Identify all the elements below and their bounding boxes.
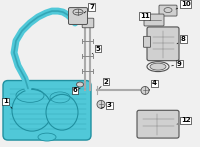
Ellipse shape (12, 90, 52, 131)
Ellipse shape (76, 82, 84, 87)
FancyBboxPatch shape (82, 18, 94, 28)
Ellipse shape (164, 8, 172, 12)
Text: 2: 2 (99, 78, 109, 88)
Text: 12: 12 (177, 117, 191, 124)
Text: 9: 9 (172, 61, 182, 67)
Circle shape (141, 86, 149, 94)
Text: 1: 1 (3, 98, 12, 108)
FancyBboxPatch shape (137, 110, 179, 138)
Text: 10: 10 (176, 1, 191, 9)
FancyBboxPatch shape (147, 27, 179, 61)
FancyBboxPatch shape (144, 14, 164, 26)
Text: 3: 3 (101, 102, 112, 108)
Text: 5: 5 (92, 46, 101, 54)
Ellipse shape (150, 63, 166, 70)
Text: 6: 6 (73, 87, 80, 93)
Ellipse shape (46, 94, 78, 130)
Circle shape (97, 100, 105, 108)
Text: 8: 8 (177, 36, 186, 44)
FancyBboxPatch shape (144, 36, 151, 47)
Ellipse shape (73, 9, 83, 15)
FancyBboxPatch shape (3, 81, 91, 140)
Text: 4: 4 (149, 81, 157, 90)
Text: 7: 7 (84, 4, 94, 13)
Text: 11: 11 (140, 13, 150, 20)
Ellipse shape (38, 133, 56, 141)
FancyBboxPatch shape (159, 5, 177, 16)
FancyBboxPatch shape (68, 8, 88, 24)
